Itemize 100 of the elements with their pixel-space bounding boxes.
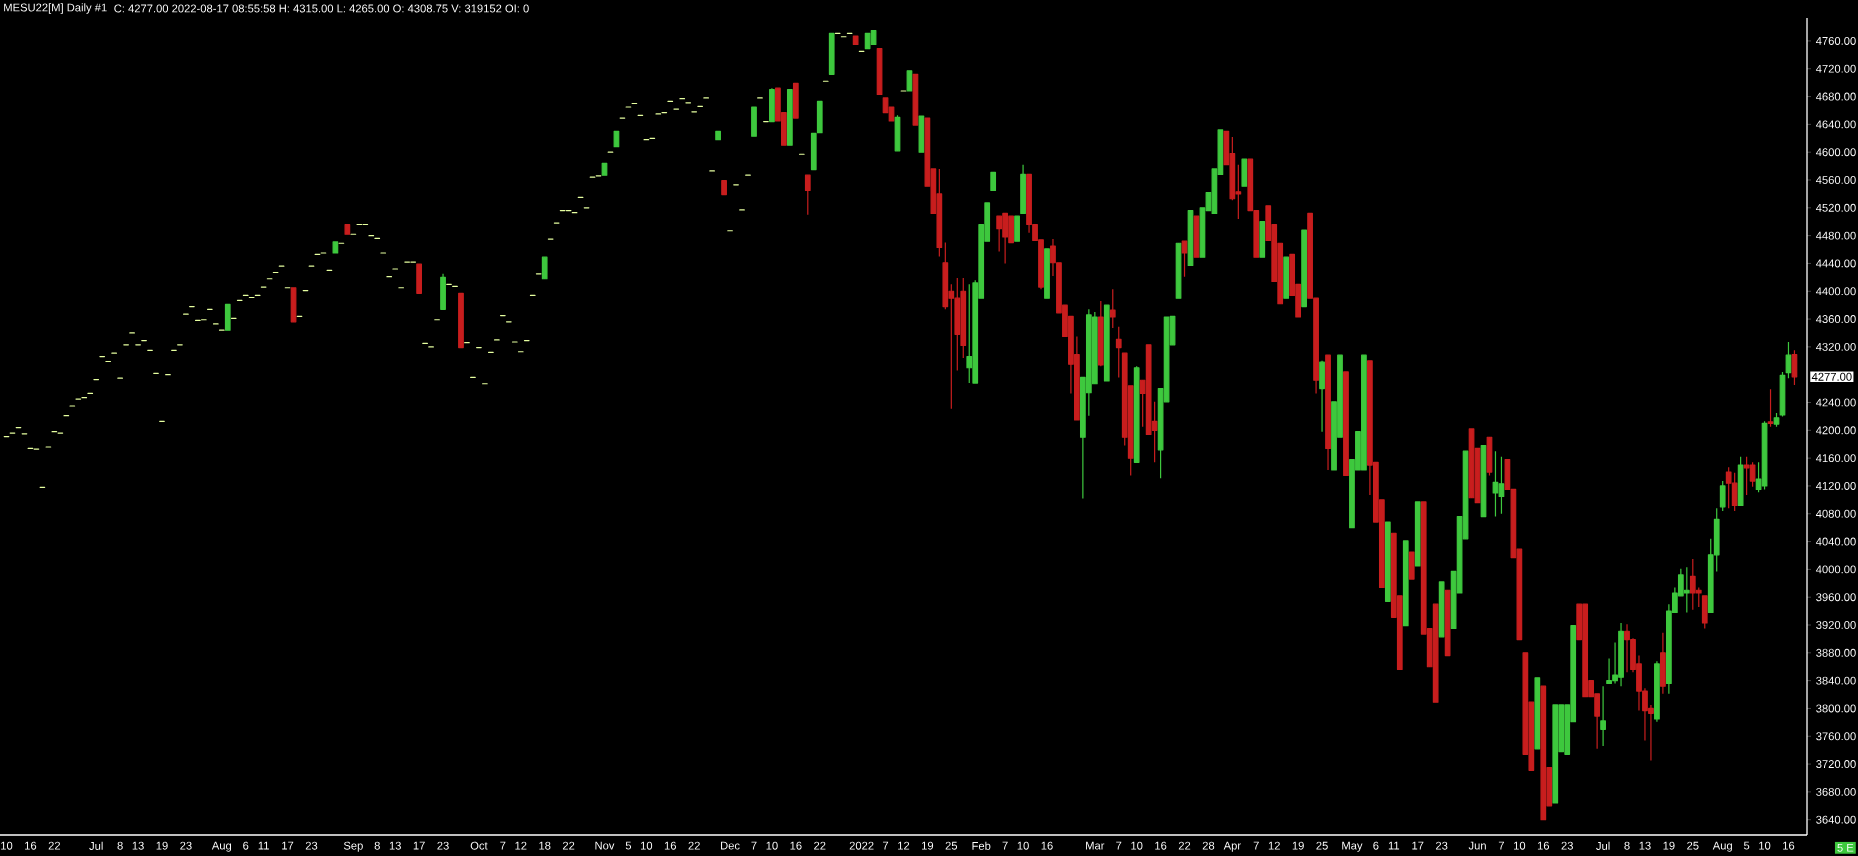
candlestick xyxy=(1343,371,1349,477)
x-tick-label: 23 xyxy=(1561,841,1573,850)
x-tick-label: 12 xyxy=(898,841,910,850)
candlestick xyxy=(751,106,757,137)
y-tick-label: 4600.00 xyxy=(1815,148,1856,157)
x-tick-label: 10 xyxy=(1131,841,1143,850)
x-tick-label: 7 xyxy=(1002,841,1008,850)
x-tick-label: 7 xyxy=(1253,841,1259,850)
candlestick xyxy=(1438,581,1445,638)
x-tick-label: 12 xyxy=(515,841,527,850)
x-tick-label: 11 xyxy=(258,841,269,850)
x-tick-label: 8 xyxy=(117,841,123,850)
x-tick-label: 22 xyxy=(1178,841,1191,850)
x-tick-label: 22 xyxy=(814,841,826,850)
candlestick xyxy=(1241,158,1248,187)
x-tick-label: 7 xyxy=(751,841,757,850)
candlestick xyxy=(810,132,817,171)
candlestick xyxy=(852,35,859,46)
x-tick-label: 23 xyxy=(437,841,449,850)
x-tick-label: 16 xyxy=(1041,841,1053,850)
candlestick xyxy=(816,100,823,134)
candlestick xyxy=(1384,521,1391,602)
y-tick-label: 4160.00 xyxy=(1815,454,1856,463)
candlestick xyxy=(344,223,351,235)
x-tick-label: 7 xyxy=(1116,841,1122,850)
x-tick-label: 7 xyxy=(882,841,889,850)
candlestick xyxy=(416,263,422,294)
candlestick xyxy=(458,292,464,349)
y-tick-label: 4440.00 xyxy=(1815,259,1856,268)
candlestick xyxy=(715,130,721,141)
candlestick xyxy=(1097,300,1104,367)
candlestick xyxy=(1014,215,1020,242)
x-tick-label: 10 xyxy=(1017,841,1029,850)
candlestick xyxy=(1719,480,1726,512)
x-tick-label: 10 xyxy=(1759,841,1771,850)
x-tick-label: Jul xyxy=(1596,841,1610,850)
candlestick xyxy=(786,89,793,146)
candlestick xyxy=(1319,360,1325,433)
y-tick-label: 4680.00 xyxy=(1815,92,1856,101)
candlestick xyxy=(1259,221,1266,258)
x-tick-label: 17 xyxy=(413,841,425,850)
candlestick xyxy=(1103,304,1110,382)
candlestick xyxy=(1654,660,1660,723)
x-tick-label: 28 xyxy=(1202,841,1215,850)
x-tick-label: 10 xyxy=(1,841,13,850)
x-tick-label: 10 xyxy=(640,841,653,850)
candlestick xyxy=(792,82,799,119)
candlestick xyxy=(1701,595,1708,630)
x-tick-label: 16 xyxy=(1783,841,1795,850)
y-tick-label: 3880.00 xyxy=(1816,648,1856,657)
y-tick-label: 3840.00 xyxy=(1816,676,1856,685)
y-tick-label: 3720.00 xyxy=(1816,760,1856,769)
x-tick-label: 19 xyxy=(1663,841,1675,850)
y-tick-label: 4640.00 xyxy=(1815,120,1856,129)
candlestick xyxy=(1133,365,1140,463)
candlestick xyxy=(440,273,446,310)
y-tick-label: 4360.00 xyxy=(1815,315,1856,324)
candlestick xyxy=(332,241,339,254)
x-tick-label: Sep xyxy=(343,841,363,852)
x-tick-label: Jun xyxy=(1468,841,1486,850)
x-tick-label: 12 xyxy=(1268,841,1280,850)
x-tick-label: 18 xyxy=(539,841,551,850)
y-tick-label: 3680.00 xyxy=(1816,787,1856,796)
x-tick-label: 16 xyxy=(790,841,802,850)
x-tick-label: 2022 xyxy=(849,841,874,850)
x-tick-label: Aug xyxy=(211,841,232,852)
x-tick-label: 16 xyxy=(1155,841,1167,850)
y-tick-label: 4240.00 xyxy=(1815,398,1856,407)
x-tick-label: 22 xyxy=(48,841,61,850)
chart-title: MESU22[M] Daily #1 xyxy=(4,3,107,14)
text: 5 E xyxy=(1837,843,1854,852)
candlestick xyxy=(1444,589,1451,657)
y-tick-label: 4000.00 xyxy=(1815,565,1856,574)
x-tick-label: 23 xyxy=(1435,841,1448,850)
y-tick-label: 3760.00 xyxy=(1816,732,1856,741)
candlestick xyxy=(990,171,997,192)
candlestick xyxy=(1660,632,1666,695)
x-tick-label: 23 xyxy=(305,841,318,850)
x-tick-label: 22 xyxy=(562,841,575,850)
y-tick-label: 4760.00 xyxy=(1815,36,1856,45)
y-tick-label: 3640.00 xyxy=(1816,815,1856,824)
x-tick-label: 22 xyxy=(688,841,700,850)
x-tick-label: 5 xyxy=(625,841,632,850)
x-tick-label: Nov xyxy=(595,841,615,850)
candlestick xyxy=(721,180,727,196)
candlestick xyxy=(1301,229,1307,308)
candlestick xyxy=(1414,501,1421,567)
x-tick-label: 19 xyxy=(922,841,934,850)
x-tick-label: 6 xyxy=(1373,841,1379,850)
y-tick-label: 4560.00 xyxy=(1815,176,1856,184)
x-tick-label: 8 xyxy=(1624,841,1630,850)
x-tick-label: Oct xyxy=(470,841,488,850)
candlestick xyxy=(1181,240,1188,278)
candlestick xyxy=(541,256,548,280)
y-tick-label: 3920.00 xyxy=(1816,621,1856,629)
x-tick-label: Jul xyxy=(89,841,103,850)
x-tick-label: 10 xyxy=(766,841,778,850)
x-tick-label: 25 xyxy=(1687,841,1699,850)
x-tick-label: 25 xyxy=(1316,841,1328,850)
chart-subtitle: C: 4277.00 2022-08-17 08:55:58 H: 4315.00 L: 4265.00 O: 4308.75 V: 319152 OI: 0 xyxy=(114,4,529,13)
